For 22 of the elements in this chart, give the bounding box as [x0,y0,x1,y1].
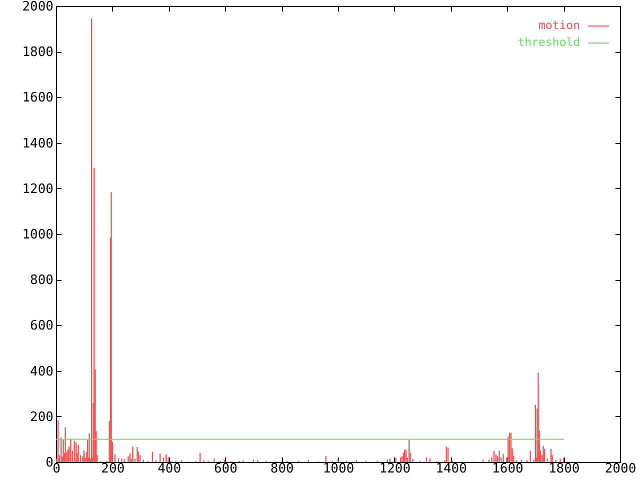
x-tick-label: 1000 [322,462,354,476]
x-tick-label: 1400 [436,462,467,476]
x-tick-label: 1600 [492,462,524,476]
legend-label: motion [538,18,580,32]
y-tick-label: 1800 [22,45,54,60]
y-tick-label: 1400 [22,136,54,152]
y-tick-label: 1600 [22,90,54,106]
x-tick-label: 400 [158,462,182,476]
y-tick-label: 1200 [22,182,54,197]
y-tick-label: 200 [30,410,54,425]
y-tick-label: 1000 [22,228,54,242]
y-tick-label: 800 [30,273,54,288]
x-tick-label: 800 [270,462,294,476]
y-tick-label: 600 [30,318,54,334]
legend-label: threshold [518,35,580,49]
x-tick-label: 2000 [604,462,636,476]
y-tick-label: 400 [30,364,54,380]
x-tick-label: 1200 [379,462,411,476]
x-tick-label: 200 [101,462,125,476]
x-tick-label: 600 [214,462,238,476]
y-tick-label: 2000 [22,0,54,14]
x-tick-label: 1800 [548,462,580,476]
